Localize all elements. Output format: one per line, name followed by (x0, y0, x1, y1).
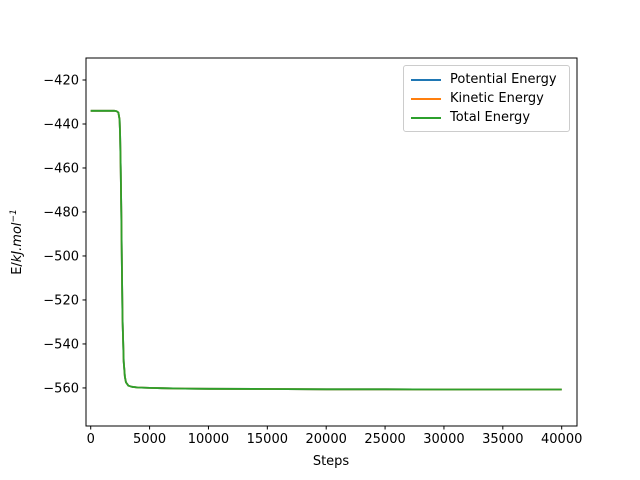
y-axis-label-exponent: −1 (8, 209, 19, 223)
series-line-total-energy (90, 109, 562, 391)
legend-item-kinetic-energy: Kinetic Energy (411, 91, 562, 106)
x-axis-label: Steps (312, 454, 350, 469)
legend-label-total-energy: Total Energy (450, 110, 531, 125)
legend-line-total-energy-icon (411, 116, 441, 119)
x-tick-label: 20000 (306, 432, 347, 447)
y-tick-label: −480 (43, 205, 79, 220)
y-tick-label: −420 (43, 73, 79, 88)
x-tick-label: 35000 (482, 432, 523, 447)
y-tick-label: −520 (43, 293, 79, 308)
x-tick-label: 25000 (364, 432, 405, 447)
x-tick-label: 10000 (188, 432, 229, 447)
series-line-kinetic-energy (90, 109, 562, 391)
legend: Potential Energy Kinetic Energy Total En… (403, 65, 570, 132)
y-tick-label: −560 (43, 381, 79, 396)
y-tick-label: −540 (43, 337, 79, 352)
y-tick-label: −500 (43, 249, 79, 264)
x-tick-label: 30000 (423, 432, 464, 447)
legend-label-kinetic-energy: Kinetic Energy (450, 91, 544, 106)
y-tick-label: −440 (43, 117, 79, 132)
legend-item-potential-energy: Potential Energy (411, 72, 562, 87)
x-tick-label: 40000 (541, 432, 582, 447)
legend-label-potential-energy: Potential Energy (450, 72, 557, 87)
legend-line-kinetic-energy-icon (411, 97, 441, 100)
y-axis-label: E/kJ.mol−1 (9, 209, 25, 275)
y-axis-label-unit: kJ.mol (10, 222, 26, 263)
x-tick-label: 5000 (133, 432, 166, 447)
legend-item-total-energy: Total Energy (411, 110, 562, 125)
series-line-potential-energy (90, 109, 562, 391)
x-tick-label: 0 (87, 432, 95, 447)
legend-line-potential-energy-icon (411, 78, 441, 81)
y-axis-label-prefix: E/ (10, 262, 26, 275)
axes-frame (85, 57, 578, 427)
y-tick-label: −460 (43, 161, 79, 176)
x-tick-label: 15000 (247, 432, 288, 447)
